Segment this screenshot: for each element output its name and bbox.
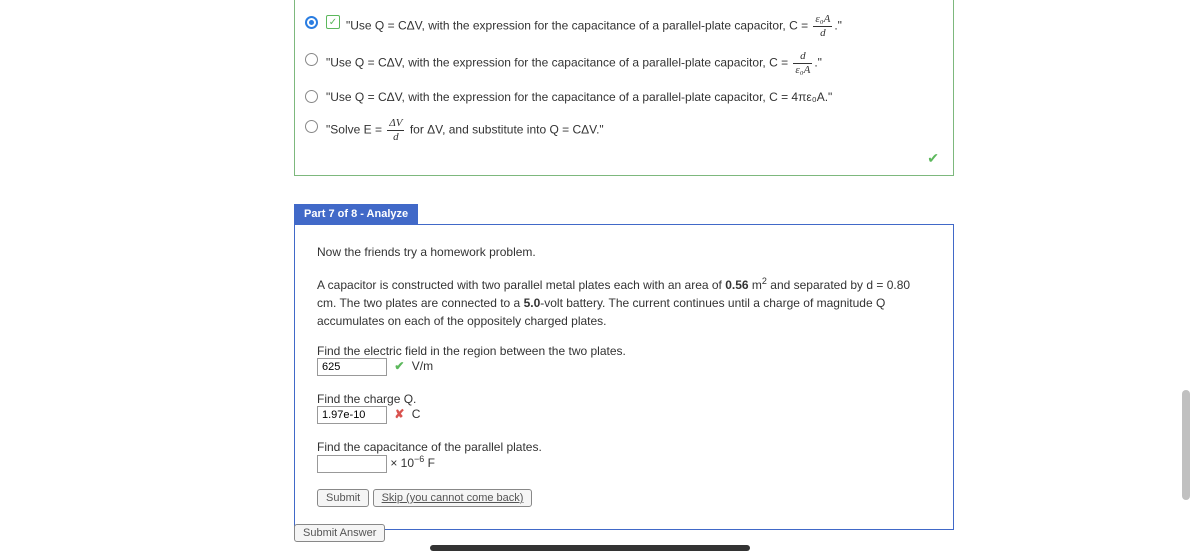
radio-icon xyxy=(305,120,318,133)
question-2: Find the charge Q. ✘ C xyxy=(317,392,931,424)
option-3-text: "Use Q = CΔV, with the expression for th… xyxy=(326,88,832,106)
q1-label: Find the electric field in the region be… xyxy=(317,344,931,358)
radio-icon xyxy=(305,90,318,103)
question-1: Find the electric field in the region be… xyxy=(317,344,931,376)
option-1-text: "Use Q = CΔV, with the expression for th… xyxy=(346,14,842,39)
wrong-icon: ✘ xyxy=(394,407,404,421)
part-box: Now the friends try a homework problem. … xyxy=(294,224,954,530)
option-2[interactable]: "Use Q = CΔV, with the expression for th… xyxy=(305,51,943,76)
q1-input[interactable] xyxy=(317,358,387,376)
submit-answer-button[interactable]: Submit Answer xyxy=(294,524,385,542)
q2-unit: C xyxy=(412,407,421,421)
horizontal-scrollbar-thumb[interactable] xyxy=(430,545,750,551)
check-icon: ✓ xyxy=(326,15,340,29)
q3-input[interactable] xyxy=(317,455,387,473)
option-4-text: "Solve E = ΔVd for ΔV, and substitute in… xyxy=(326,118,604,143)
q2-label: Find the charge Q. xyxy=(317,392,931,406)
submit-answer-row: Submit Answer xyxy=(294,524,385,542)
vertical-scrollbar-thumb[interactable] xyxy=(1182,390,1190,500)
question-3: Find the capacitance of the parallel pla… xyxy=(317,440,931,473)
option-1[interactable]: ✓ "Use Q = CΔV, with the expression for … xyxy=(305,14,943,39)
option-3[interactable]: "Use Q = CΔV, with the expression for th… xyxy=(305,88,943,106)
previous-answer-box: ✓ "Use Q = CΔV, with the expression for … xyxy=(294,0,954,176)
option-2-text: "Use Q = CΔV, with the expression for th… xyxy=(326,51,822,76)
q2-input[interactable] xyxy=(317,406,387,424)
q3-unit: × 10−6 F xyxy=(390,456,435,470)
part-header: Part 7 of 8 - Analyze xyxy=(294,204,418,224)
main-content: ✓ "Use Q = CΔV, with the expression for … xyxy=(294,0,954,530)
radio-icon xyxy=(305,53,318,66)
correct-icon: ✔ xyxy=(394,359,404,373)
page: ✓ "Use Q = CΔV, with the expression for … xyxy=(0,0,1200,554)
button-row: Submit Skip (you cannot come back) xyxy=(317,489,931,507)
intro-text: Now the friends try a homework problem. xyxy=(317,243,931,261)
submit-button[interactable]: Submit xyxy=(317,489,369,507)
part-section: Part 7 of 8 - Analyze Now the friends tr… xyxy=(294,204,954,530)
q1-unit: V/m xyxy=(412,359,433,373)
option-4[interactable]: "Solve E = ΔVd for ΔV, and substitute in… xyxy=(305,118,943,143)
q3-label: Find the capacitance of the parallel pla… xyxy=(317,440,931,454)
radio-selected-icon xyxy=(305,16,318,29)
skip-button[interactable]: Skip (you cannot come back) xyxy=(373,489,533,507)
problem-text: A capacitor is constructed with two para… xyxy=(317,275,931,330)
correct-check-icon: ✔ xyxy=(927,150,939,167)
